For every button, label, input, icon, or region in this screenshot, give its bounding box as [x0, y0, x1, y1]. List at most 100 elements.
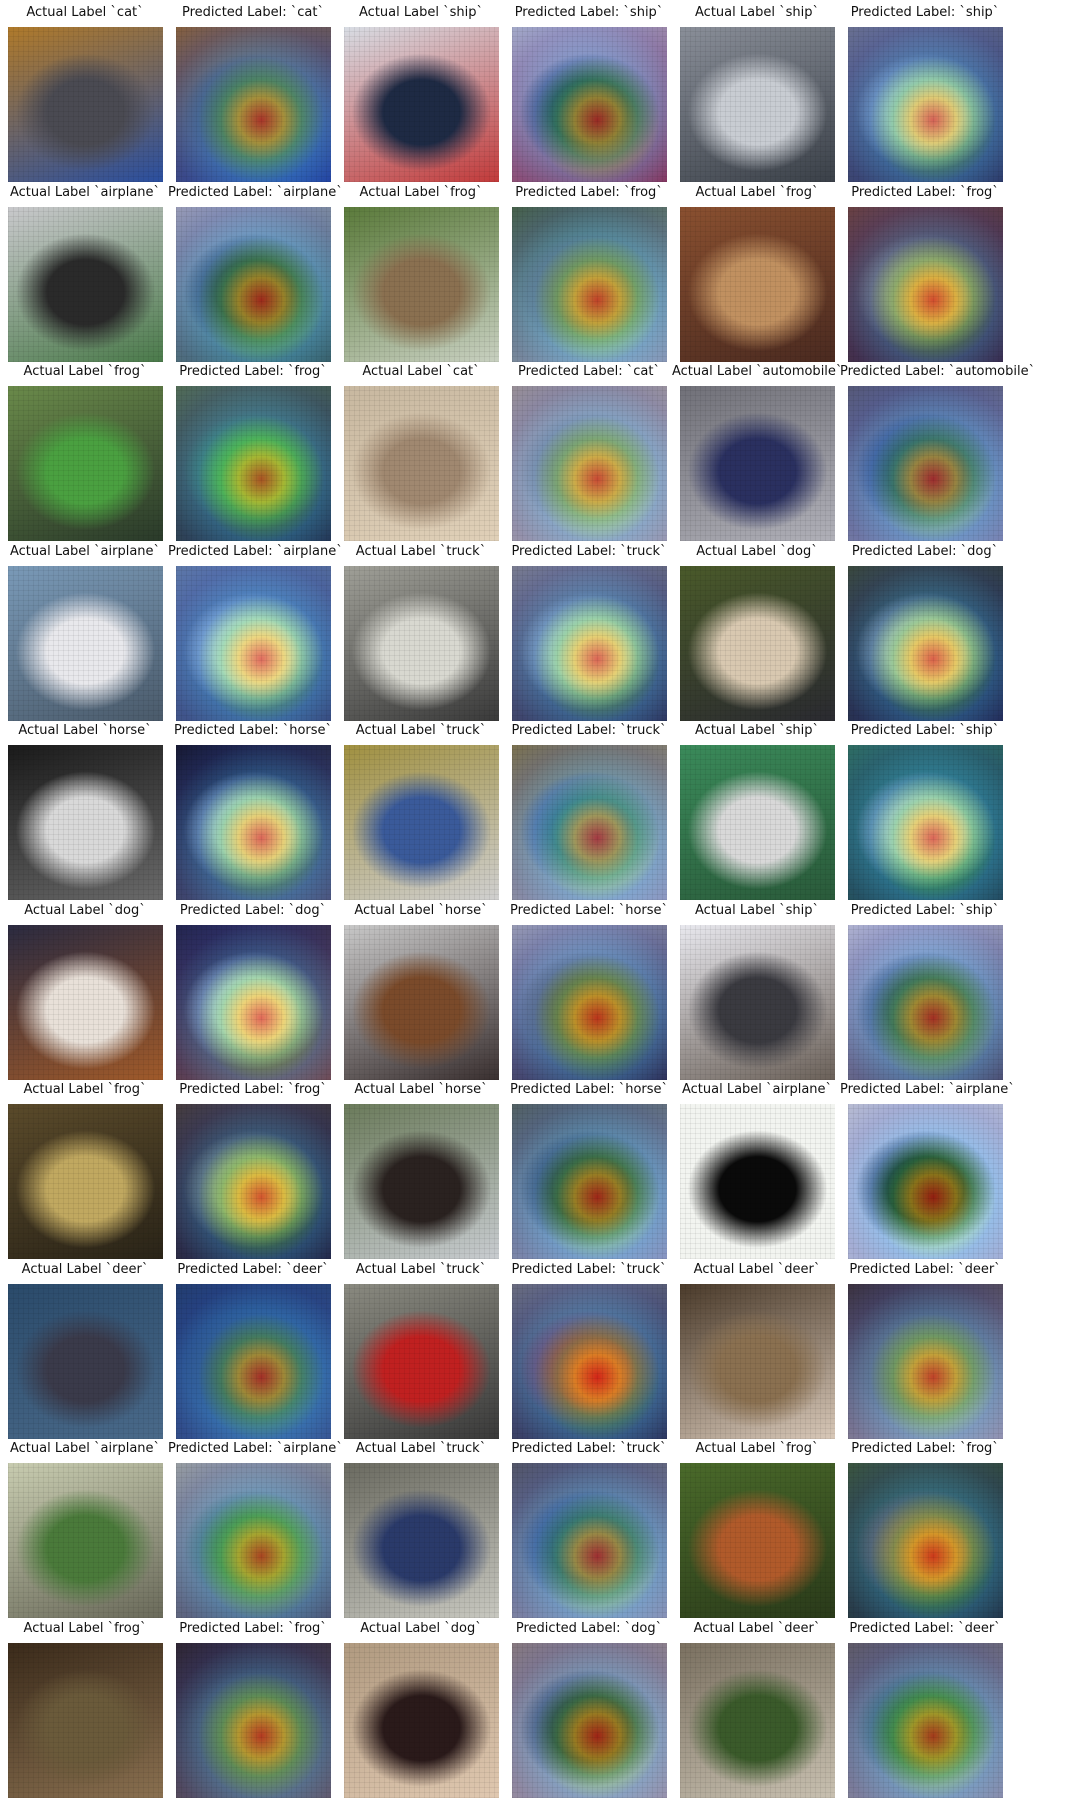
gradcam-heatmap-image: [176, 1463, 331, 1618]
actual-image: [8, 1642, 163, 1798]
actual-image: [344, 924, 499, 1080]
predicted-cell: Predicted Label: `frog`: [168, 1618, 338, 1798]
gradcam-heatmap-image: [512, 386, 667, 541]
gradcam-heatmap-image: [176, 1104, 331, 1259]
predicted-cell: Predicted Label: `ship`: [504, 2, 674, 182]
predicted-label: Predicted Label: `frog`: [515, 184, 663, 200]
actual-cell: Actual Label `cat`: [0, 2, 170, 182]
heatmap-overlay: [848, 386, 1003, 541]
gradcam-heatmap-image: [512, 1642, 667, 1798]
actual-image: [8, 924, 163, 1080]
heatmap-overlay: [176, 745, 331, 900]
predicted-label: Predicted Label: `truck`: [511, 1441, 667, 1456]
actual-image: [680, 27, 835, 182]
heatmap-overlay: [848, 745, 1003, 900]
gradcam-heatmap-image: [848, 1104, 1003, 1259]
heatmap-overlay: [512, 27, 667, 182]
gradcam-heatmap-image: [176, 386, 331, 541]
actual-label: Actual Label `ship`: [695, 5, 819, 20]
predicted-cell: Predicted Label: `dog`: [168, 900, 338, 1080]
actual-image: [8, 27, 163, 182]
actual-label: Actual Label `frog`: [695, 184, 819, 200]
actual-image: [8, 386, 163, 541]
actual-cell: Actual Label `deer`: [0, 1259, 170, 1439]
predicted-label: Predicted Label: `truck`: [511, 543, 667, 559]
gradcam-heatmap-image: [848, 565, 1003, 721]
predicted-label: Predicted Label: `deer`: [849, 1261, 1001, 1277]
predicted-cell: Predicted Label: `ship`: [840, 900, 1010, 1080]
actual-label: Actual Label `horse`: [354, 1082, 488, 1097]
gradcam-heatmap-image: [848, 1463, 1003, 1618]
heatmap-overlay: [176, 1642, 331, 1798]
predicted-cell: Predicted Label: `horse`: [504, 1079, 674, 1259]
gradcam-heatmap-image: [176, 206, 331, 362]
gradcam-heatmap-image: [848, 1283, 1003, 1439]
gradcam-heatmap-image: [512, 206, 667, 362]
predicted-label: Predicted Label: `cat`: [182, 5, 324, 20]
actual-image: [8, 745, 163, 900]
heatmap-overlay: [848, 206, 1003, 362]
actual-cell: Actual Label `truck`: [336, 720, 506, 900]
gradcam-heatmap-image: [176, 1283, 331, 1439]
predicted-cell: Predicted Label: `airplane`: [168, 1438, 343, 1618]
actual-cell: Actual Label `deer`: [672, 1618, 842, 1798]
gradcam-heatmap-image: [848, 27, 1003, 182]
predicted-label: Predicted Label: `frog`: [179, 1082, 327, 1097]
predicted-label: Predicted Label: `frog`: [851, 1441, 999, 1456]
actual-label: Actual Label `frog`: [23, 1082, 147, 1097]
heatmap-overlay: [848, 1283, 1003, 1439]
actual-cell: Actual Label `truck`: [336, 1438, 506, 1618]
actual-image: [680, 1283, 835, 1439]
predicted-cell: Predicted Label: `dog`: [840, 541, 1010, 721]
predicted-cell: Predicted Label: `deer`: [168, 1259, 338, 1439]
predicted-label: Predicted Label: `deer`: [849, 1620, 1001, 1636]
actual-cell: Actual Label `automobile`: [672, 361, 842, 541]
actual-label: Actual Label `truck`: [355, 1441, 487, 1456]
heatmap-overlay: [512, 1642, 667, 1798]
predicted-cell: Predicted Label: `truck`: [504, 720, 674, 900]
predicted-label: Predicted Label: `frog`: [179, 1620, 327, 1636]
actual-cell: Actual Label `horse`: [336, 900, 506, 1080]
gradcam-heatmap-image: [848, 1642, 1003, 1798]
actual-image: [8, 1283, 163, 1439]
predicted-label: Predicted Label: `airplane`: [168, 543, 343, 559]
actual-image: [344, 206, 499, 362]
actual-cell: Actual Label `frog`: [336, 182, 506, 362]
actual-label: Actual Label `frog`: [23, 364, 147, 379]
predicted-cell: Predicted Label: `horse`: [504, 900, 674, 1080]
actual-image: [344, 745, 499, 900]
actual-image: [680, 206, 835, 362]
gradcam-heatmap-image: [512, 745, 667, 900]
gradcam-heatmap-image: [848, 386, 1003, 541]
actual-cell: Actual Label `ship`: [672, 720, 842, 900]
actual-label: Actual Label `dog`: [696, 543, 818, 559]
heatmap-overlay: [176, 386, 331, 541]
actual-label: Actual Label `frog`: [359, 184, 483, 200]
predicted-cell: Predicted Label: `automobile`: [840, 361, 1035, 541]
actual-label: Actual Label `cat`: [26, 5, 144, 20]
predicted-label: Predicted Label: `ship`: [850, 902, 1000, 918]
predicted-cell: Predicted Label: `airplane`: [168, 541, 343, 721]
heatmap-overlay: [512, 745, 667, 900]
heatmap-overlay: [176, 1463, 331, 1618]
actual-cell: Actual Label `airplane`: [0, 1438, 170, 1618]
actual-cell: Actual Label `deer`: [672, 1259, 842, 1439]
gradcam-heatmap-image: [176, 924, 331, 1080]
gradcam-heatmap-image: [176, 565, 331, 721]
actual-cell: Actual Label `frog`: [0, 1079, 170, 1259]
actual-cell: Actual Label `dog`: [672, 541, 842, 721]
actual-label: Actual Label `horse`: [18, 723, 152, 738]
predicted-cell: Predicted Label: `frog`: [840, 1438, 1010, 1618]
heatmap-overlay: [512, 206, 667, 362]
predicted-label: Predicted Label: `frog`: [179, 364, 327, 379]
actual-image: [344, 1104, 499, 1259]
predicted-cell: Predicted Label: `frog`: [168, 1079, 338, 1259]
actual-cell: Actual Label `frog`: [0, 1618, 170, 1798]
actual-image: [344, 1283, 499, 1439]
actual-label: Actual Label `airplane`: [681, 1082, 833, 1097]
heatmap-overlay: [176, 565, 331, 721]
predicted-cell: Predicted Label: `airplane`: [168, 182, 343, 362]
actual-cell: Actual Label `truck`: [336, 1259, 506, 1439]
actual-cell: Actual Label `frog`: [672, 1438, 842, 1618]
